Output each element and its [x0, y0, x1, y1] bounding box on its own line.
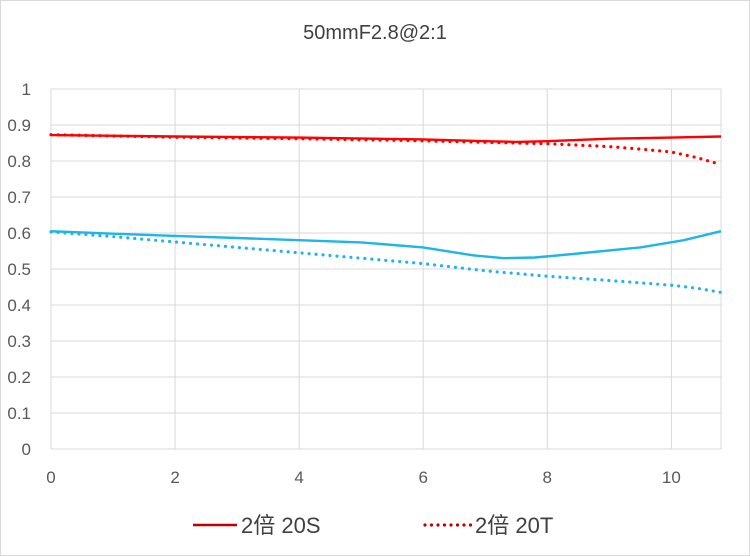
axes: 0 2 4 6 8 10 0 0.1 0.2 0.3 0.4 0.5 0.6 0.7 0.8 0.9 1 [7, 80, 680, 487]
series-line-3-solid [50, 230, 722, 260]
y-tick-label: 1 [22, 80, 31, 99]
grid [50, 88, 722, 450]
x-tick-label: 2 [170, 468, 179, 487]
x-tick-label: 10 [662, 468, 681, 487]
x-tick-label: 4 [294, 468, 303, 487]
legend-label: 2倍 20S [241, 513, 321, 538]
series-line-4-dotted [49, 230, 723, 294]
y-tick-label: 0 [22, 440, 31, 459]
y-tick-label: 0.2 [7, 368, 31, 387]
legend: 2倍 20S 2倍 20T [193, 513, 553, 538]
y-tick-label: 0.4 [7, 296, 31, 315]
legend-label: 2倍 20T [475, 513, 553, 538]
series-layer [49, 133, 723, 294]
y-tick-label: 0.5 [7, 260, 31, 279]
y-tick-label: 0.7 [7, 188, 31, 207]
x-tick-label: 0 [46, 468, 55, 487]
y-tick-label: 0.8 [7, 152, 31, 171]
y-tick-label: 0.1 [7, 404, 31, 423]
y-tick-label: 0.9 [7, 116, 31, 135]
series-line-2-dotted [49, 133, 723, 167]
x-tick-label: 8 [543, 468, 552, 487]
x-tick-label: 6 [418, 468, 427, 487]
chart-title: 50mmF2.8@2:1 [303, 22, 447, 44]
y-tick-label: 0.6 [7, 224, 31, 243]
y-tick-label: 0.3 [7, 332, 31, 351]
series-line-1-solid [50, 133, 722, 144]
